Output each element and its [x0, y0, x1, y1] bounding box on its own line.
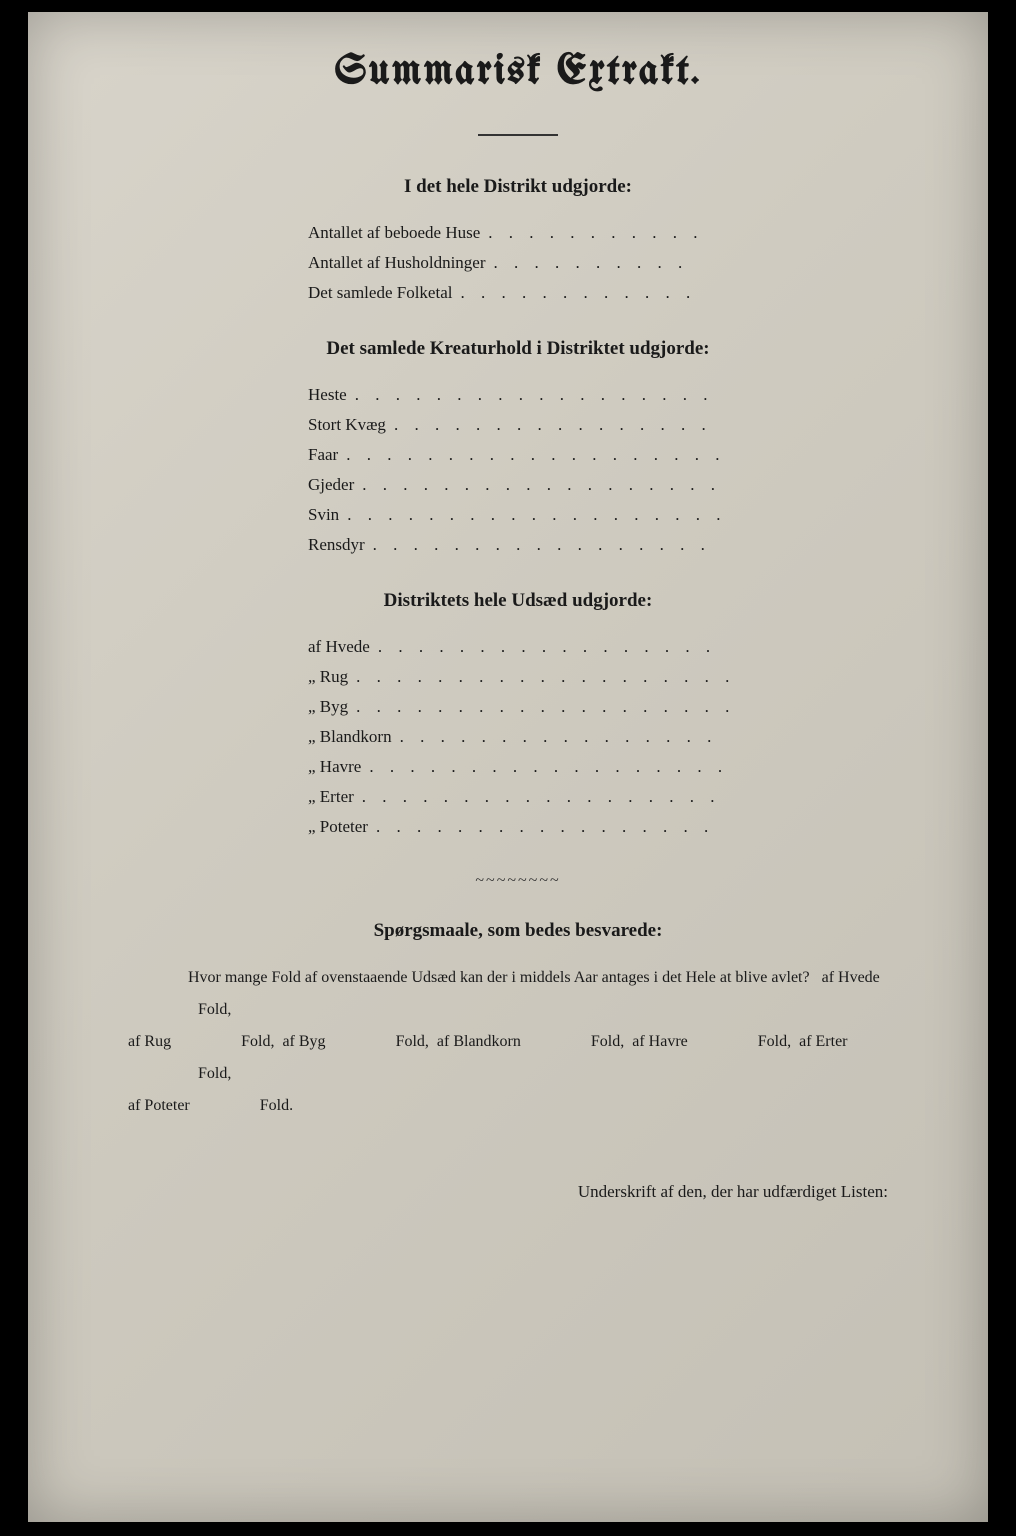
dot-leader: . . . . . . . . . . . . . . . .	[394, 415, 712, 434]
list-item: af Hvede. . . . . . . . . . . . . . . . …	[308, 632, 728, 662]
dot-leader: . . . . . . . . . . . . . . . . . .	[362, 787, 721, 806]
dot-leader: . . . . . . . . . . . . . . . . .	[373, 535, 711, 554]
section3-heading: Distriktets hele Udsæd udgjorde:	[108, 590, 928, 612]
list-item: „ Rug. . . . . . . . . . . . . . . . . .…	[308, 662, 728, 692]
main-title: Summarisk Extrakt.	[108, 50, 928, 94]
list-item: Heste. . . . . . . . . . . . . . . . . .	[308, 380, 728, 410]
list-item: „ Byg. . . . . . . . . . . . . . . . . .…	[308, 692, 728, 722]
list-item: Det samlede Folketal. . . . . . . . . . …	[308, 278, 728, 308]
list-item: „ Blandkorn. . . . . . . . . . . . . . .…	[308, 722, 728, 752]
wavy-divider: ~~~~~~~~	[468, 872, 568, 890]
signature-line: Underskrift af den, der har udfærdiget L…	[108, 1182, 888, 1202]
section4-heading: Spørgsmaale, som bedes besvarede:	[108, 920, 928, 942]
dot-leader: . . . . . . . . . . . . . . . . . . .	[356, 667, 735, 686]
dot-leader: . . . . . . . . . . . . . . . . . . .	[346, 445, 725, 464]
question-lead: Hvor mange Fold af ovenstaaende Udsæd ka…	[188, 969, 810, 986]
section2-heading: Det samlede Kreaturhold i Distriktet udg…	[108, 338, 928, 360]
section1-items: Antallet af beboede Huse. . . . . . . . …	[308, 218, 728, 308]
dot-leader: . . . . . . . . . . . . . . . .	[400, 727, 718, 746]
dot-leader: . . . . . . . . . . . . . . . . . . .	[347, 505, 726, 524]
list-item: Antallet af Husholdninger. . . . . . . .…	[308, 248, 728, 278]
list-item: Stort Kvæg. . . . . . . . . . . . . . . …	[308, 410, 728, 440]
dot-leader: . . . . . . . . . . . . . . . . . .	[355, 385, 714, 404]
section2-items: Heste. . . . . . . . . . . . . . . . . .…	[308, 380, 728, 560]
list-item: Svin. . . . . . . . . . . . . . . . . . …	[308, 500, 728, 530]
list-item: „ Erter. . . . . . . . . . . . . . . . .…	[308, 782, 728, 812]
section3-items: af Hvede. . . . . . . . . . . . . . . . …	[308, 632, 728, 842]
section1-heading: I det hele Distrikt udgjorde:	[108, 176, 928, 198]
list-item: Faar. . . . . . . . . . . . . . . . . . …	[308, 440, 728, 470]
dot-leader: . . . . . . . . . . . . . . . . . .	[369, 757, 728, 776]
dot-leader: . . . . . . . . . . . .	[460, 283, 696, 302]
document-page: Summarisk Extrakt. I det hele Distrikt u…	[28, 12, 988, 1522]
list-item: „ Poteter. . . . . . . . . . . . . . . .…	[308, 812, 728, 842]
divider-line	[478, 134, 558, 136]
dot-leader: . . . . . . . . . . . . . . . . . . .	[356, 697, 735, 716]
dot-leader: . . . . . . . . . . . . . . . . . .	[362, 475, 721, 494]
dot-leader: . . . . . . . . . .	[494, 253, 689, 272]
dot-leader: . . . . . . . . . . . . . . . . .	[378, 637, 716, 656]
dot-leader: . . . . . . . . . . .	[488, 223, 703, 242]
list-item: „ Havre. . . . . . . . . . . . . . . . .…	[308, 752, 728, 782]
question-paragraph: Hvor mange Fold af ovenstaaende Udsæd ka…	[128, 962, 908, 1122]
list-item: Rensdyr. . . . . . . . . . . . . . . . .	[308, 530, 728, 560]
list-item: Antallet af beboede Huse. . . . . . . . …	[308, 218, 728, 248]
dot-leader: . . . . . . . . . . . . . . . . .	[376, 817, 714, 836]
list-item: Gjeder. . . . . . . . . . . . . . . . . …	[308, 470, 728, 500]
